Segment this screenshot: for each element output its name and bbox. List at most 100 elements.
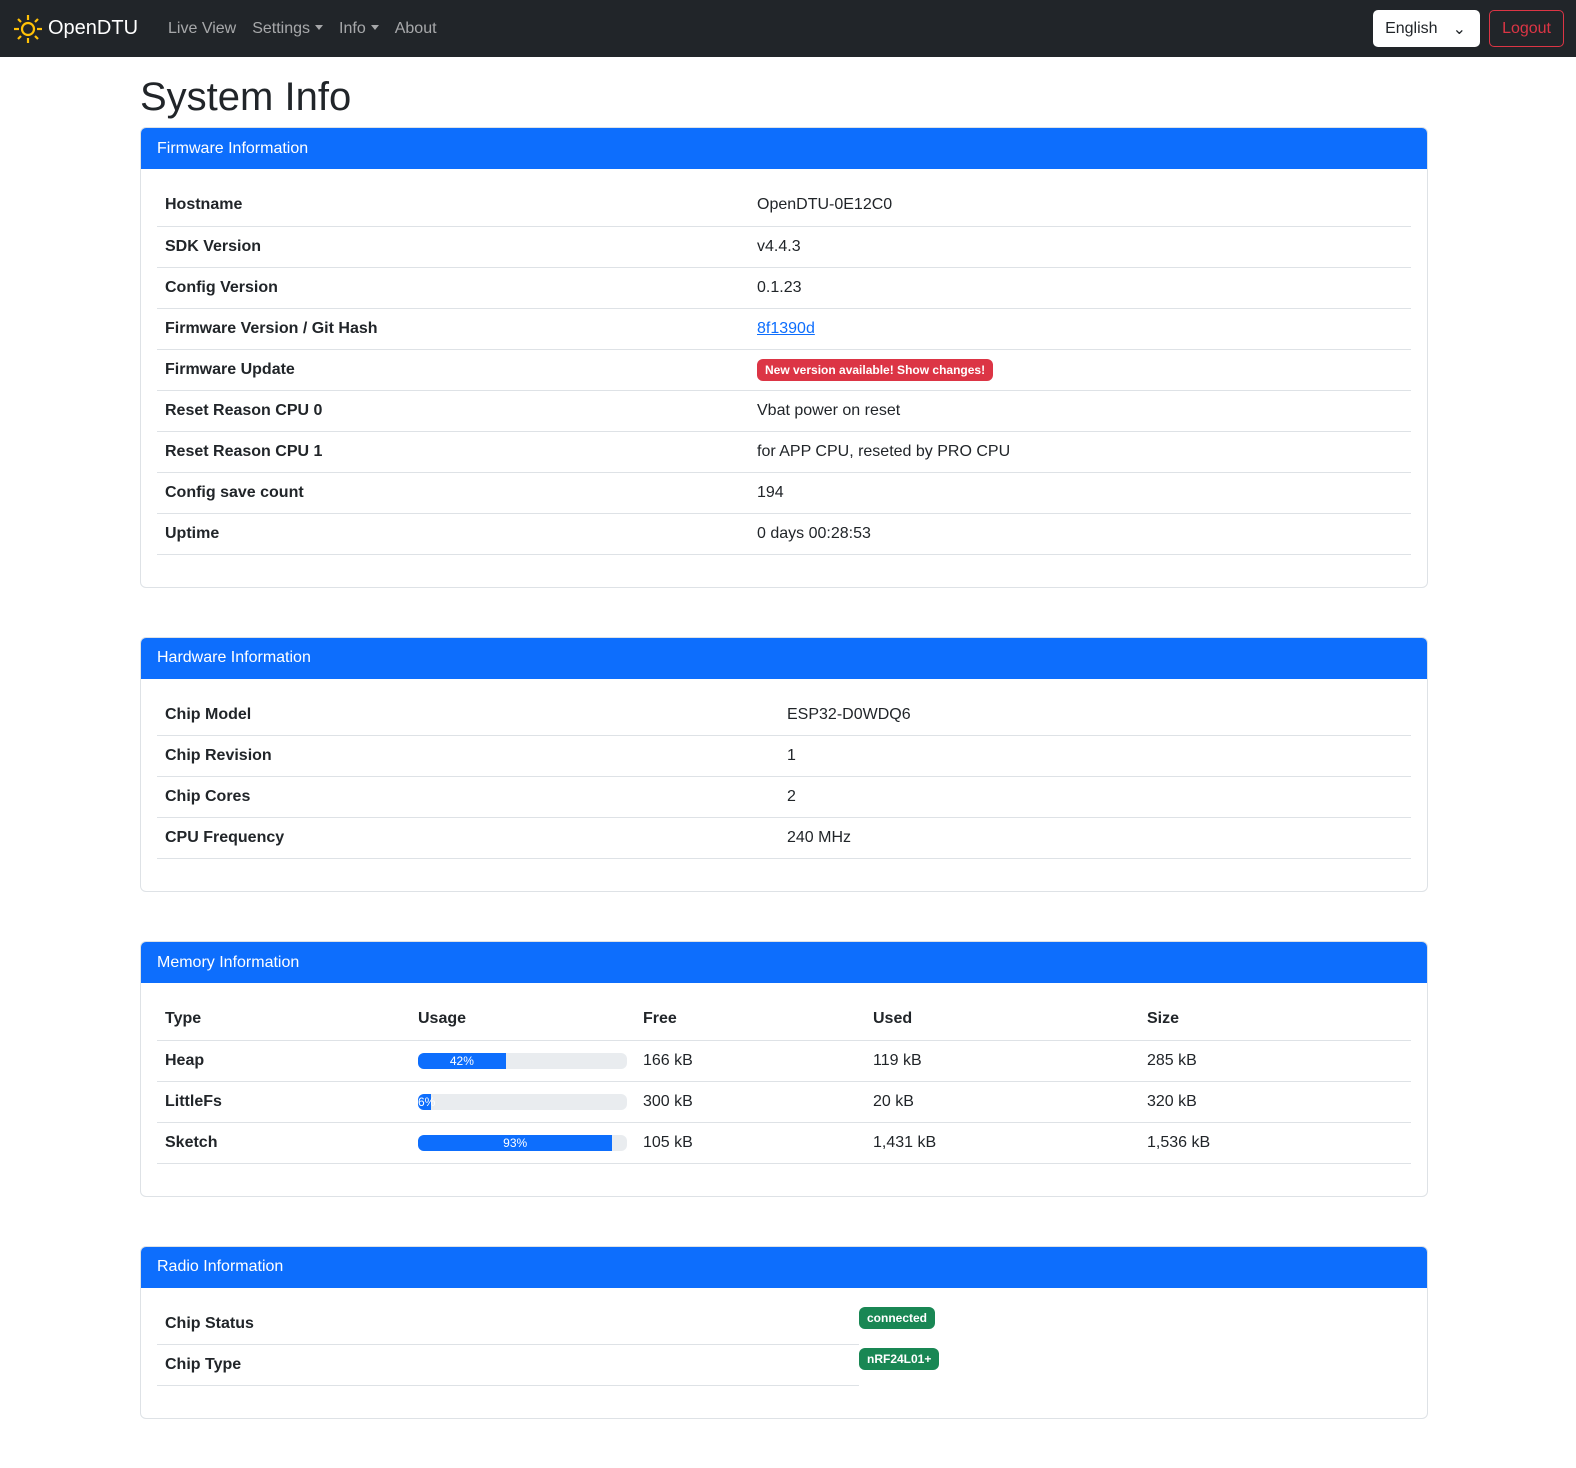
language-select[interactable]: English ⌄ — [1373, 10, 1481, 47]
language-value: English — [1385, 19, 1438, 37]
status-badge: nRF24L01+ — [859, 1348, 940, 1370]
row-value-cell: OpenDTU-0E12C0 — [749, 185, 1411, 227]
table-row: Chip Status connected — [157, 1303, 939, 1345]
row-value-cell: 194 — [749, 472, 1411, 514]
memory-type: LittleFs — [157, 1081, 410, 1123]
row-value-cell: ESP32-D0WDQ6 — [779, 694, 1411, 736]
update-available-badge[interactable]: New version available! Show changes! — [757, 358, 994, 381]
table-row: Config Version 0.1.23 — [157, 267, 1411, 309]
row-value-cell: for APP CPU, reseted by PRO CPU — [749, 431, 1411, 473]
row-value-cell: 1 — [779, 735, 1411, 777]
row-label: Reset Reason CPU 1 — [157, 431, 749, 473]
row-label: SDK Version — [157, 226, 749, 268]
brand-link[interactable]: OpenDTU — [12, 13, 138, 45]
usage-cell: 42% — [410, 1040, 635, 1082]
brand-name: OpenDTU — [48, 17, 139, 39]
usage-cell: 6% — [410, 1081, 635, 1123]
row-value-cell: 0.1.23 — [749, 267, 1411, 309]
nav-about[interactable]: About — [394, 19, 437, 37]
column-header: Size — [1139, 999, 1411, 1041]
nav-settings-dropdown[interactable]: Settings — [252, 20, 323, 38]
table-row: Hostname OpenDTU-0E12C0 — [157, 185, 1411, 227]
radio-table: Chip Status connected Chip Type nRF24L01+ — [157, 1303, 940, 1386]
memory-type: Heap — [157, 1040, 410, 1082]
row-value-cell: 8f1390d — [749, 308, 1411, 350]
page-title: System Info — [140, 75, 352, 119]
card-header: Memory Information — [141, 942, 1427, 983]
firmware-card: Firmware Information Hostname OpenDTU-0E1… — [140, 127, 1428, 588]
table-row: Sketch 93% 105 kB 1,431 kB 1,536 kB — [157, 1122, 1411, 1164]
row-value-cell: Vbat power on reset — [749, 390, 1411, 432]
row-value: 0 days 00:28:53 — [757, 524, 871, 542]
row-value: 240 MHz — [787, 829, 852, 846]
hardware-card: Hardware Information Chip Model ESP32-D0W… — [140, 636, 1428, 892]
row-label: Chip Cores — [157, 776, 779, 818]
navbar: OpenDTU Live View Settings Info About En… — [0, 0, 1576, 57]
nav-info-dropdown[interactable]: Info — [339, 20, 379, 38]
usage-progress-fill: 42% — [418, 1052, 506, 1069]
table-row: Chip Type nRF24L01+ — [157, 1344, 940, 1386]
card-header: Radio Information — [141, 1246, 1427, 1288]
table-row: Config save count 194 — [157, 472, 1411, 514]
memory-free: 105 kB — [635, 1122, 865, 1164]
logout-button[interactable]: Logout — [1489, 10, 1564, 47]
row-value: ESP32-D0WDQ6 — [787, 705, 911, 723]
row-label: Hostname — [157, 185, 749, 227]
memory-size: 1,536 kB — [1139, 1122, 1411, 1164]
row-value: 0.1.23 — [757, 278, 802, 296]
git-hash-link[interactable]: 8f1390d — [757, 319, 815, 337]
memory-used: 119 kB — [865, 1040, 1139, 1082]
table-row: Reset Reason CPU 0 Vbat power on reset — [157, 390, 1411, 432]
memory-free: 166 kB — [635, 1040, 865, 1082]
column-header: Free — [635, 999, 865, 1041]
memory-size: 320 kB — [1139, 1081, 1411, 1123]
row-value: OpenDTU-0E12C0 — [757, 196, 893, 214]
firmware-table: Hostname OpenDTU-0E12C0 SDK Version v4.4.3 C… — [157, 185, 1411, 555]
table-row: Firmware Update New version available! Sh… — [157, 349, 1411, 391]
table-row: Uptime 0 days 00:28:53 — [157, 513, 1411, 555]
row-label: Config save count — [157, 472, 749, 514]
row-value-cell: New version available! Show changes! — [749, 349, 1411, 391]
hardware-table: Chip Model ESP32-D0WDQ6 Chip Revision 1 Chip… — [157, 694, 1411, 859]
memory-used: 1,431 kB — [865, 1122, 1139, 1164]
row-label: Firmware Update — [157, 349, 749, 391]
table-row: Chip Model ESP32-D0WDQ6 — [157, 694, 1411, 736]
usage-progress-fill: 93% — [418, 1134, 613, 1151]
usage-cell: 93% — [410, 1122, 635, 1164]
table-row: Chip Cores 2 — [157, 776, 1411, 818]
row-value-cell: 240 MHz — [779, 817, 1411, 859]
nav-live-view[interactable]: Live View — [168, 19, 237, 37]
row-value: 194 — [757, 483, 784, 501]
row-value-cell: nRF24L01+ — [859, 1345, 940, 1386]
row-value: 1 — [787, 747, 796, 764]
row-value-cell: 2 — [779, 776, 1411, 818]
row-label: Chip Revision — [157, 735, 779, 777]
card-header: Firmware Information — [141, 128, 1427, 169]
row-label: Firmware Version / Git Hash — [157, 308, 749, 350]
table-row: CPU Frequency 240 MHz — [157, 817, 1411, 859]
usage-progress-fill: 6% — [418, 1093, 436, 1110]
memory-table: Type Usage Free Used Size Heap 42% 166 k… — [157, 999, 1411, 1164]
row-label: Chip Status — [157, 1303, 859, 1345]
table-row: SDK Version v4.4.3 — [157, 226, 1411, 268]
radio-card: Radio Information Chip Status connected Ch… — [140, 1245, 1428, 1419]
memory-free: 300 kB — [635, 1081, 865, 1123]
column-header: Type — [157, 999, 410, 1041]
row-label: Reset Reason CPU 0 — [157, 390, 749, 432]
status-badge: connected — [859, 1307, 936, 1329]
memory-size: 285 kB — [1139, 1040, 1411, 1082]
row-value: Vbat power on reset — [757, 401, 901, 419]
usage-progress-bar: 93% — [418, 1134, 627, 1151]
column-header: Used — [865, 999, 1139, 1041]
sun-icon — [14, 14, 42, 43]
row-value-cell: v4.4.3 — [749, 226, 1411, 268]
row-value-cell: 0 days 00:28:53 — [749, 513, 1411, 555]
row-value-cell: connected — [859, 1304, 939, 1345]
usage-progress-bar: 42% — [418, 1052, 627, 1069]
column-header: Usage — [410, 999, 635, 1041]
row-value: v4.4.3 — [757, 237, 801, 255]
row-value: for APP CPU, reseted by PRO CPU — [757, 442, 1011, 460]
row-label: Chip Model — [157, 694, 779, 736]
table-row: Firmware Version / Git Hash 8f1390d — [157, 308, 1411, 350]
table-row: Heap 42% 166 kB 119 kB 285 kB — [157, 1040, 1411, 1082]
